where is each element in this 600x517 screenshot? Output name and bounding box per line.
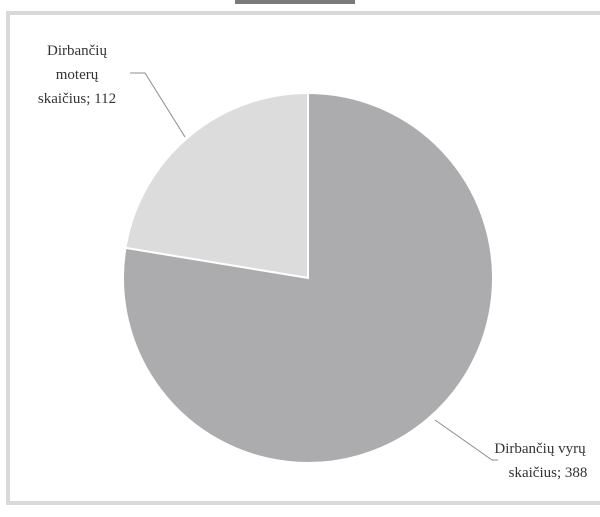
leader-lines — [130, 72, 498, 461]
title-remnant-mark — [235, 0, 355, 4]
cropped-title-remnant — [235, 0, 355, 4]
pie-slices — [122, 91, 494, 464]
pie-slice-men — [122, 91, 494, 464]
data-label-women-line-1: Dirbančių — [47, 43, 107, 59]
pie-slice-women — [124, 91, 309, 280]
data-label-men-line-2: skaičius; 388 — [509, 465, 588, 481]
data-labels: Dirbančių moterų skaičius; 112 Dirbančių vy… — [38, 43, 587, 481]
leader-line-men — [434, 419, 498, 461]
leader-line-women — [130, 72, 186, 138]
data-label-women-line-3: skaičius; 112 — [38, 91, 116, 107]
data-label-men-line-1: Dirbančių vyrų — [494, 441, 586, 457]
data-label-women-line-2: moterų — [56, 67, 99, 83]
